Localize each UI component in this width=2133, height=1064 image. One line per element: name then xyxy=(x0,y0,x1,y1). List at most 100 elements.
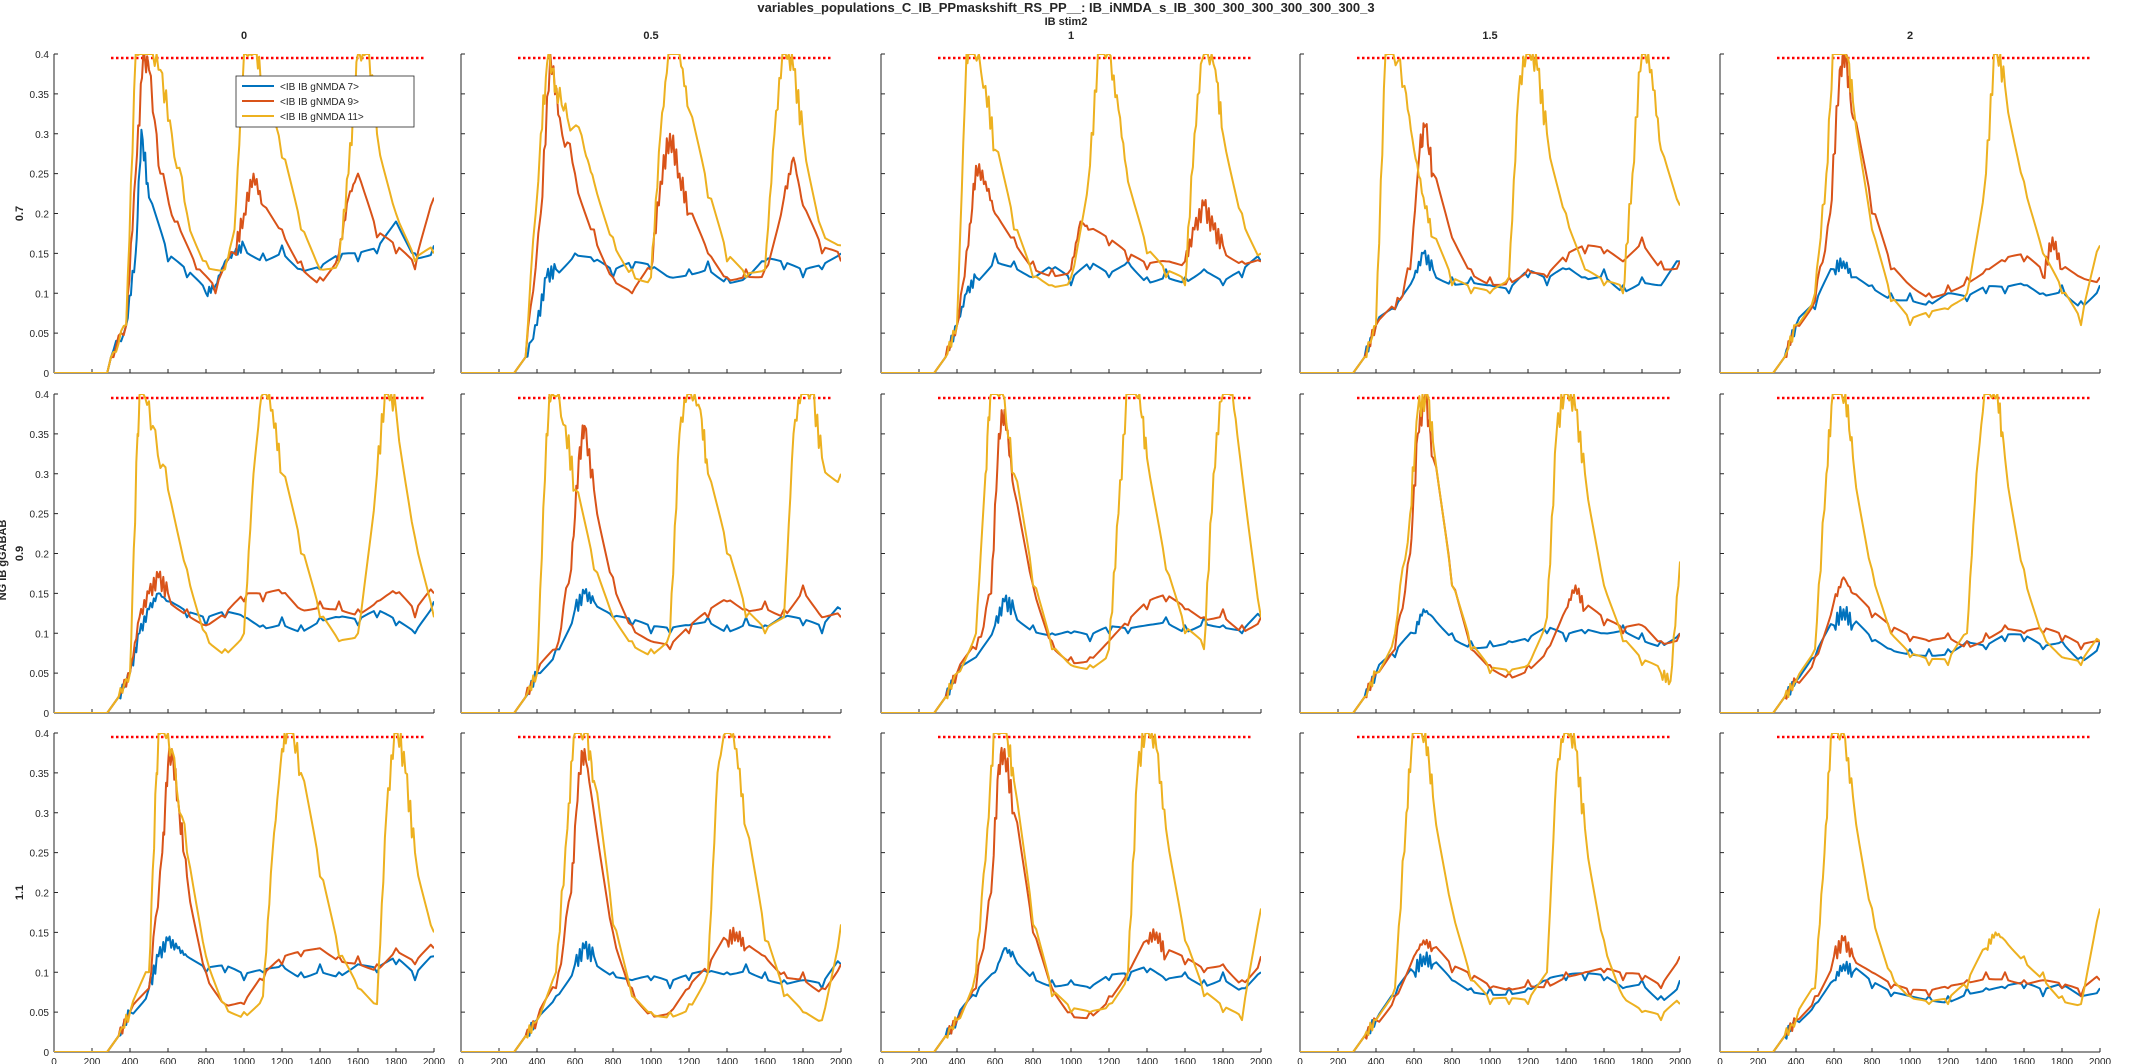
series-line-1 xyxy=(1720,257,2100,373)
column-header: 1.5 xyxy=(1482,30,1497,42)
x-tick-label: 2000 xyxy=(1669,1057,1692,1064)
y-tick-label: 0.05 xyxy=(30,329,50,340)
x-tick-label: 800 xyxy=(605,1057,622,1064)
x-tick-label: 1600 xyxy=(754,1057,777,1064)
series-line-2 xyxy=(54,746,434,1052)
y-tick-label: 0.1 xyxy=(35,968,49,979)
x-tick-label: 1800 xyxy=(792,1057,815,1064)
y-tick-label: 0.2 xyxy=(35,550,49,561)
y-tick-label: 0.1 xyxy=(35,629,49,640)
row-header: 0.9 xyxy=(14,546,26,561)
row-header: 1.1 xyxy=(14,885,26,900)
y-tick-label: 0.2 xyxy=(35,889,49,900)
series-line-1 xyxy=(54,935,434,1052)
panel-r0-c3: 1.5 xyxy=(1299,30,1681,374)
x-tick-label: 200 xyxy=(491,1057,508,1064)
x-tick-label: 1200 xyxy=(678,1057,701,1064)
panel-r2-c0: 0 0.05 0.1 0.15 0.2 0.25 0.3 0.35 0.4 0 200 400 600 8… xyxy=(14,729,446,1064)
series-line-1 xyxy=(54,592,434,713)
x-tick-label: 400 xyxy=(1788,1057,1805,1064)
series-line-1 xyxy=(1300,608,1680,713)
y-tick-label: 0.35 xyxy=(30,430,50,441)
y-tick-label: 0.05 xyxy=(30,669,50,680)
series-line-2 xyxy=(54,54,434,373)
y-tick-label: 0 xyxy=(43,369,49,380)
x-tick-label: 800 xyxy=(198,1057,215,1064)
column-header: 1 xyxy=(1068,30,1074,42)
series-line-1 xyxy=(881,252,1261,373)
series-line-3 xyxy=(54,733,434,1052)
x-tick-label: 1400 xyxy=(1136,1057,1159,1064)
x-tick-label: 1800 xyxy=(1631,1057,1654,1064)
series-line-3 xyxy=(461,54,841,373)
series-line-3 xyxy=(1720,54,2100,373)
series-line-1 xyxy=(881,594,1261,713)
series-line-3 xyxy=(881,54,1261,373)
series-line-2 xyxy=(461,424,841,713)
series-line-2 xyxy=(1300,122,1680,373)
x-tick-label: 1600 xyxy=(347,1057,370,1064)
x-tick-label: 600 xyxy=(160,1057,177,1064)
series-line-1 xyxy=(54,128,434,373)
series-line-2 xyxy=(1300,938,1680,1052)
x-tick-label: 1200 xyxy=(271,1057,294,1064)
x-tick-label: 1000 xyxy=(233,1057,256,1064)
series-line-3 xyxy=(54,394,434,713)
x-tick-label: 1200 xyxy=(1098,1057,1121,1064)
panel-r2-c4: 0 200 400 600 800 1000 1200 1400 1600 1800 2000 xyxy=(1717,732,2112,1064)
x-tick-label: 1200 xyxy=(1517,1057,1540,1064)
x-tick-label: 400 xyxy=(122,1057,139,1064)
panel-r2-c1: 0 200 400 600 800 1000 1200 1400 1600 1800 2000 xyxy=(458,732,853,1064)
series-line-3 xyxy=(1300,733,1680,1052)
x-tick-label: 200 xyxy=(84,1057,101,1064)
x-tick-label: 1000 xyxy=(1899,1057,1922,1064)
figure-title: variables_populations_C_IB_PPmaskshift_R… xyxy=(757,0,1374,15)
x-tick-label: 600 xyxy=(567,1057,584,1064)
x-tick-label: 0 xyxy=(1297,1057,1303,1064)
y-tick-label: 0.25 xyxy=(30,510,50,521)
y-tick-label: 0.15 xyxy=(30,249,50,260)
x-tick-label: 1800 xyxy=(2051,1057,2074,1064)
series-line-2 xyxy=(54,570,434,713)
x-tick-label: 200 xyxy=(1330,1057,1347,1064)
x-tick-label: 1400 xyxy=(716,1057,739,1064)
series-line-2 xyxy=(1720,934,2100,1052)
y-tick-label: 0.3 xyxy=(35,130,49,141)
series-line-3 xyxy=(1300,394,1680,713)
x-tick-label: 800 xyxy=(1444,1057,1461,1064)
series-line-3 xyxy=(1720,394,2100,713)
series-line-2 xyxy=(1720,576,2100,713)
y-tick-label: 0 xyxy=(43,709,49,720)
series-line-2 xyxy=(881,746,1261,1052)
series-line-2 xyxy=(461,54,841,373)
column-header: 0 xyxy=(241,30,247,42)
x-tick-label: 1600 xyxy=(1174,1057,1197,1064)
panel-r0-c2: 1 xyxy=(880,30,1262,374)
x-tick-label: 1000 xyxy=(1479,1057,1502,1064)
x-tick-label: 800 xyxy=(1025,1057,1042,1064)
series-line-1 xyxy=(1720,960,2100,1052)
y-tick-label: 0.25 xyxy=(30,849,50,860)
panel-r1-c0: 0 0.05 0.1 0.15 0.2 0.25 0.3 0.35 0.4 0.9 xyxy=(14,390,435,720)
y-tick-label: 0.35 xyxy=(30,769,50,780)
y-tick-label: 0.35 xyxy=(30,90,50,101)
series-line-1 xyxy=(461,252,841,373)
y-tick-label: 0.3 xyxy=(35,809,49,820)
x-tick-label: 1800 xyxy=(385,1057,408,1064)
series-line-2 xyxy=(1720,54,2100,373)
panel-r2-c2: 0 200 400 600 800 1000 1200 1400 1600 1800 2000 xyxy=(878,732,1273,1064)
y-tick-label: 0.4 xyxy=(35,50,49,61)
x-tick-label: 0 xyxy=(458,1057,464,1064)
panel-r0-c1: 0.5 xyxy=(460,30,842,374)
series-line-1 xyxy=(1720,605,2100,713)
y-tick-label: 0.2 xyxy=(35,210,49,221)
series-line-2 xyxy=(881,408,1261,713)
x-tick-label: 600 xyxy=(1406,1057,1423,1064)
column-header: 0.5 xyxy=(643,30,658,42)
x-tick-label: 1000 xyxy=(1060,1057,1083,1064)
series-line-1 xyxy=(1300,249,1680,373)
x-tick-label: 1400 xyxy=(309,1057,332,1064)
legend-entry: <IB IB gNMDA 11> xyxy=(280,112,364,123)
series-line-2 xyxy=(881,163,1261,373)
x-tick-label: 0 xyxy=(878,1057,884,1064)
